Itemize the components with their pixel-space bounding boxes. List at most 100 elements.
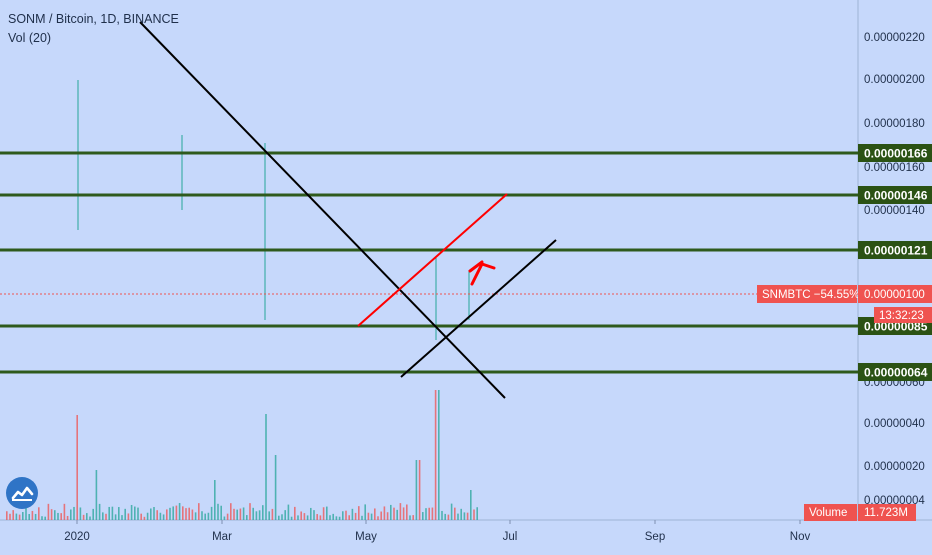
ascending-red-trend-line	[357, 193, 508, 327]
level-label: 0.00000146	[864, 189, 928, 203]
symbol-change-text: SNMBTC −54.55%	[762, 289, 859, 301]
volume-bar	[457, 513, 459, 520]
volume-bar	[194, 512, 197, 520]
volume-bar	[476, 507, 478, 520]
volume-bar	[380, 511, 382, 520]
price-tick-label: 0.00000160	[864, 162, 925, 174]
volume-bar	[130, 504, 133, 520]
level-label: 0.00000121	[864, 244, 928, 258]
volume-value-text: 11.723M	[864, 507, 908, 519]
price-tick-label: 0.00000020	[864, 461, 925, 473]
volume-bar	[300, 511, 302, 520]
candles	[77, 80, 470, 340]
volume-bar	[450, 503, 453, 520]
level-label: 0.00000166	[864, 147, 928, 161]
volume-bar	[444, 513, 446, 520]
volume-bar	[223, 516, 226, 520]
volume-bars	[6, 390, 478, 520]
volume-bar	[82, 514, 85, 520]
volume-bar	[428, 507, 430, 520]
volume-bar	[306, 515, 309, 520]
volume-bar	[425, 508, 427, 520]
volume-bar	[166, 509, 168, 520]
volume-bar	[358, 506, 360, 520]
volume-bar	[217, 503, 219, 520]
time-tick-label: Nov	[790, 531, 811, 543]
volume-bar	[258, 510, 261, 520]
current-price-text: 0.00000100	[864, 289, 925, 301]
volume-bar	[22, 512, 24, 520]
volume-bar	[182, 506, 184, 520]
volume-bar	[290, 516, 293, 520]
volume-bar	[441, 510, 443, 520]
volume-bar	[255, 511, 258, 520]
volume-bar	[108, 506, 110, 520]
volume-bar	[9, 513, 11, 520]
volume-bar	[236, 509, 238, 520]
volume-bar	[252, 507, 254, 520]
level-label-bg	[858, 241, 932, 259]
volume-bar	[374, 508, 376, 520]
volume-bar	[185, 508, 187, 520]
volume-bar	[15, 513, 18, 520]
volume-bar	[242, 507, 245, 520]
volume-bar	[54, 510, 56, 520]
volume-bar	[265, 414, 267, 520]
volume-bar	[214, 480, 216, 520]
volume-bar	[204, 513, 206, 520]
volume-bar	[188, 507, 190, 520]
volume-bar	[89, 516, 91, 520]
volume-bar	[198, 503, 200, 520]
volume-bar	[127, 513, 130, 520]
volume-bar	[332, 513, 334, 520]
volume-indicator-title: Vol (20)	[8, 31, 52, 45]
volume-bar	[287, 504, 290, 520]
volume-bar	[322, 507, 325, 520]
volume-bar	[60, 513, 62, 520]
volume-bar	[399, 503, 402, 520]
volume-bar	[153, 507, 155, 520]
volume-bar	[274, 455, 277, 520]
red-arrow-icon	[470, 262, 496, 286]
volume-bar	[281, 514, 283, 520]
volume-bar	[447, 514, 450, 520]
volume-bar	[175, 505, 178, 520]
volume-bar	[377, 516, 379, 520]
volume-bar	[76, 415, 78, 520]
chart-legend: SONM / Bitcoin, 1D, BINANCE Vol (20)	[8, 10, 179, 48]
volume-bar	[361, 515, 363, 520]
volume-bar	[105, 513, 107, 520]
volume-bar	[418, 460, 421, 520]
volume-bar	[12, 510, 14, 520]
volume-bar	[140, 513, 142, 520]
volume-bar	[156, 510, 158, 520]
volume-bar	[31, 510, 34, 520]
volume-bar	[114, 514, 117, 520]
volume-bar	[41, 516, 43, 520]
price-tick-label: 0.00000220	[864, 32, 925, 44]
volume-bar	[396, 509, 398, 520]
level-label-bg	[858, 144, 932, 162]
level-label-bg	[858, 363, 932, 381]
volume-bar	[73, 506, 75, 520]
volume-bar	[44, 516, 46, 520]
time-tick-label: May	[355, 531, 377, 543]
volume-bar	[162, 514, 165, 520]
volume-bar	[431, 507, 434, 520]
volume-bar	[98, 503, 101, 520]
volume-bar	[406, 504, 408, 520]
volume-bar	[402, 507, 405, 520]
volume-bar	[326, 506, 328, 520]
time-tick-label: Jul	[503, 531, 518, 543]
volume-value-badge	[858, 504, 916, 521]
volume-bar	[38, 507, 40, 520]
volume-bar	[294, 506, 296, 520]
volume-bar	[316, 514, 318, 520]
volume-bar	[239, 508, 242, 520]
tradingview-logo-icon[interactable]	[6, 477, 38, 509]
volume-bar	[249, 503, 251, 520]
volume-bar	[143, 516, 146, 520]
volume-bar	[345, 510, 347, 520]
